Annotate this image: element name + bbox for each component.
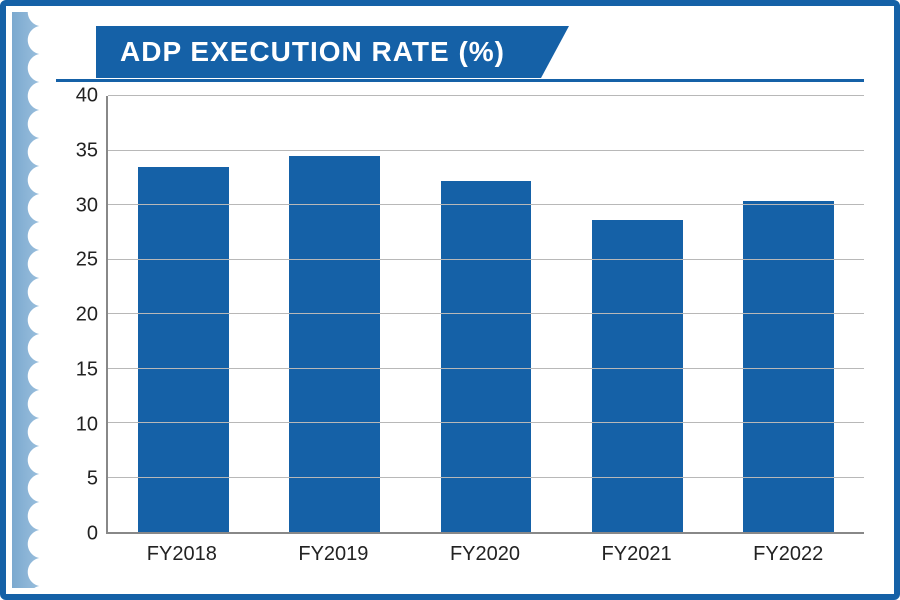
y-tick-label: 10 — [76, 413, 98, 436]
plot-area — [106, 96, 864, 534]
chart-content: ADP EXECUTION RATE (%) 0510152025303540 … — [56, 26, 874, 574]
gridline — [108, 95, 864, 96]
y-axis: 0510152025303540 — [56, 96, 106, 534]
title-underline — [56, 79, 864, 82]
gridline — [108, 313, 864, 314]
bar — [441, 181, 532, 532]
y-tick-label: 40 — [76, 85, 98, 108]
x-tick-label: FY2021 — [561, 543, 713, 566]
y-tick-label: 15 — [76, 358, 98, 381]
y-tick-label: 0 — [87, 523, 98, 546]
gridline — [108, 204, 864, 205]
chart-frame: ADP EXECUTION RATE (%) 0510152025303540 … — [0, 0, 900, 600]
scallop-decoration — [12, 12, 42, 588]
bars-container — [108, 96, 864, 532]
chart-area: 0510152025303540 FY2018FY2019FY2020FY202… — [56, 96, 864, 574]
y-tick-label: 5 — [87, 468, 98, 491]
title-row: ADP EXECUTION RATE (%) — [56, 26, 874, 82]
y-tick-label: 30 — [76, 194, 98, 217]
x-tick-label: FY2019 — [258, 543, 410, 566]
chart-title: ADP EXECUTION RATE (%) — [96, 26, 541, 78]
gridline — [108, 259, 864, 260]
gridline — [108, 477, 864, 478]
x-tick-label: FY2018 — [106, 543, 258, 566]
y-tick-label: 25 — [76, 249, 98, 272]
x-tick-label: FY2020 — [409, 543, 561, 566]
y-tick-label: 35 — [76, 139, 98, 162]
bar — [743, 201, 834, 532]
gridline — [108, 150, 864, 151]
gridline — [108, 422, 864, 423]
bar — [592, 220, 683, 532]
x-tick-label: FY2022 — [712, 543, 864, 566]
x-axis: FY2018FY2019FY2020FY2021FY2022 — [106, 534, 864, 574]
y-tick-label: 20 — [76, 304, 98, 327]
gridline — [108, 368, 864, 369]
